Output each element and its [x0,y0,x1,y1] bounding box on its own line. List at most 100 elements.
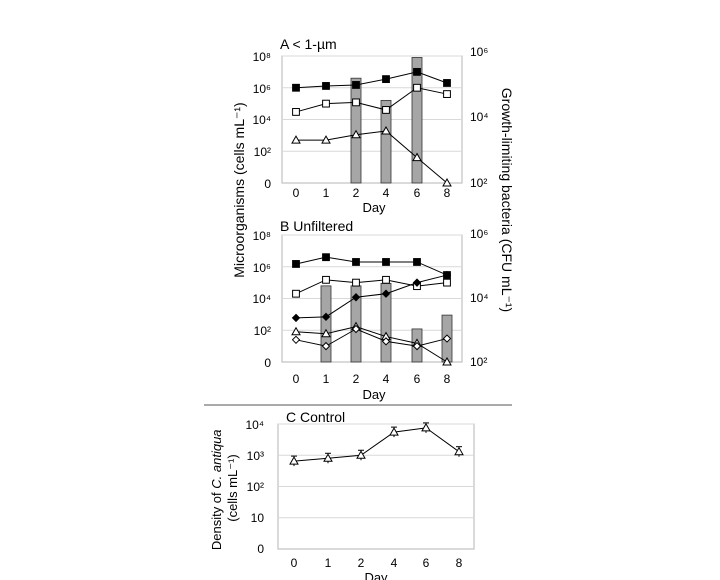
data-point-open-square [443,278,451,287]
data-point-filled-diamond [412,278,422,287]
data-point-open-triangle [454,446,464,456]
data-point-filled-diamond [442,270,452,280]
panel-c-xtick-label: 1 [325,556,332,570]
panel-b-xtick-label: 0 [293,372,300,386]
panel-a-series [295,71,448,184]
panel-c-ytick-label: 10³ [247,449,264,463]
panel-b-gridlines [282,234,462,331]
panel-a-ytick-label: 10⁴ [252,113,271,127]
panel-b-xtick-label: 2 [353,372,360,386]
panel-c-title: C Control [286,409,345,425]
panel-b-right-tick-label: 10⁶ [470,227,488,241]
bar [411,57,423,184]
data-point-open-triangle [389,427,399,436]
data-point-open-triangle [291,135,301,144]
data-point-filled-square [352,258,360,266]
panel-a-y-tick-labels: 10⁸ 10⁶ 10⁴ 10² 0 [252,50,271,191]
data-point-open-square [322,99,330,108]
panel-c: C Control 10⁴ 10³ 10² 10 0 0 1 2 4 6 8 D… [209,409,475,580]
data-point-filled-square [322,82,330,90]
panel-b-right-tick-label: 10² [470,355,487,369]
panel-b-xtick-label: 1 [323,372,330,386]
data-point-open-triangle [291,326,301,336]
panel-c-ytick-label: 10² [247,480,264,494]
panel-c-xtick-label: 2 [358,556,365,570]
panel-b: B Unfiltered 10⁸ 10⁶ 10⁴ 10² 0 10⁶ 10⁴ 1… [252,218,488,402]
data-point-filled-diamond [291,313,301,323]
data-point-open-diamond [351,324,361,334]
bar [380,99,392,184]
panel-a-xtick-label: 6 [414,186,421,200]
data-point-open-triangle [321,328,331,338]
panel-b-ytick-label: 10⁶ [253,261,271,275]
panel-b-title: B Unfiltered [280,218,353,234]
series-line [295,328,448,347]
series-line [295,87,448,113]
panel-a-gridlines [282,55,462,152]
data-point-filled-square [382,258,390,266]
panel-b-ytick-label: 10⁸ [253,229,271,243]
panel-a-ytick-label: 10² [254,145,271,159]
panel-c-series [291,422,462,467]
panel-a-right-tick-label: 10² [470,176,487,190]
series-line [295,279,448,295]
data-point-open-triangle [351,129,361,139]
data-point-open-triangle [321,135,331,144]
data-point-open-square [382,275,390,284]
panel-a-markers [291,67,452,187]
panel-b-xtick-label: 8 [444,372,451,386]
panel-a-ytick-label: 10⁸ [253,50,271,64]
panel-b-right-tick-label: 10⁴ [470,291,489,305]
series-line [295,256,448,276]
panel-b-ytick-label: 10⁴ [252,292,271,306]
data-point-open-square [292,108,300,116]
data-point-filled-diamond [381,289,391,298]
panel-b-ytick-label: 0 [264,356,271,370]
panel-c-y-tick-labels: 10⁴ 10³ 10² 10 0 [245,418,264,556]
panel-c-xtick-label: 6 [423,556,430,570]
series-line [296,130,448,184]
data-point-filled-square [292,260,300,268]
data-point-open-square [352,98,360,107]
data-point-open-square [443,90,451,98]
panel-a-x-axis-title: Day [362,200,386,215]
shared-left-axis-title: Microorganisms (cells mL⁻¹) [231,102,247,277]
panel-b-markers [291,253,452,366]
panel-b-x-axis-title: Day [362,387,386,402]
panel-b-xtick-label: 4 [383,372,390,386]
panel-b-series [295,256,448,363]
panel-a-xtick-label: 4 [383,186,390,200]
data-point-open-square [292,289,300,298]
panel-c-xtick-label: 4 [391,556,398,570]
panel-c-xtick-label: 8 [456,556,463,570]
series-line [295,71,448,89]
shared-right-axis-title: Growth-limiting bacteria (CFU mL⁻¹) [499,88,515,312]
panel-c-ytick-label: 10 [251,511,265,525]
panel-c-gridlines [278,423,474,519]
data-point-filled-diamond [321,312,331,322]
panel-a-ytick-label: 0 [264,177,271,191]
panel-a-right-tick-labels: 10⁶ 10⁴ 10² [470,45,489,190]
data-point-open-triangle [442,356,452,366]
panel-a-xtick-label: 8 [444,186,451,200]
data-point-open-diamond [412,341,422,351]
data-point-open-diamond [381,337,391,346]
data-point-open-diamond [291,335,301,345]
data-point-open-diamond [442,334,452,343]
data-point-filled-square [292,83,300,92]
bar [320,285,332,363]
panel-a-x-tick-labels: 0 1 2 4 6 8 [293,186,451,200]
panel-c-x-tick-labels: 0 1 2 4 6 8 [291,556,463,570]
data-point-open-triangle [289,456,299,465]
data-point-open-diamond [321,341,331,351]
data-point-open-triangle [356,450,366,459]
data-point-filled-square [413,258,421,266]
panel-a: A < 1-µm 10⁸ 10⁶ 10⁴ 10² 0 10⁶ 10⁴ 10² 0… [252,36,488,215]
data-point-open-square [352,278,360,287]
panel-c-xtick-label: 0 [291,556,298,570]
panel-b-y-tick-labels: 10⁸ 10⁶ 10⁴ 10² 0 [252,229,271,370]
panel-b-ytick-label: 10² [254,324,271,338]
data-point-open-triangle [412,152,422,162]
panel-a-xtick-label: 1 [323,186,330,200]
panel-c-markers [289,422,464,465]
